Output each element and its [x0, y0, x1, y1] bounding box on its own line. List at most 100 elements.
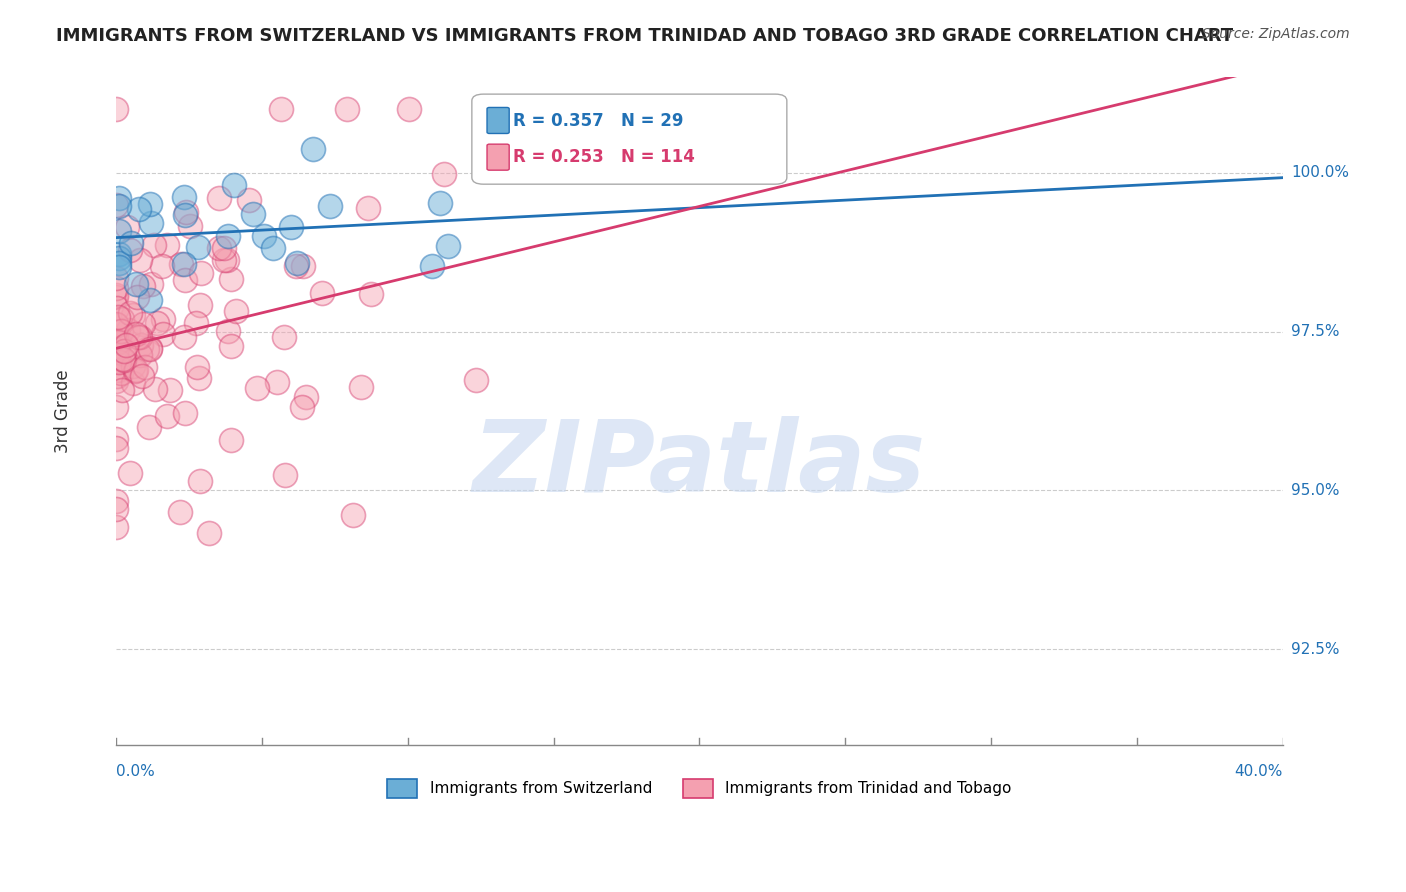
Point [301, 142, 323, 156]
Point [139, 342, 162, 356]
Point [128, 202, 150, 217]
Point [105, 288, 128, 302]
Point [132, 279, 155, 293]
Point [217, 229, 239, 244]
Point [225, 303, 247, 318]
Point [128, 347, 150, 361]
Point [105, 433, 128, 447]
Point [242, 207, 264, 221]
Point [112, 347, 135, 361]
Point [111, 384, 134, 398]
FancyBboxPatch shape [486, 145, 509, 170]
Point [342, 508, 364, 522]
Point [398, 102, 420, 116]
FancyBboxPatch shape [486, 107, 509, 134]
Point [105, 198, 128, 212]
Point [270, 102, 292, 116]
Point [105, 270, 128, 285]
Point [212, 241, 235, 255]
Point [280, 220, 302, 235]
Point [174, 406, 197, 420]
Point [219, 339, 242, 353]
Text: 97.5%: 97.5% [1291, 324, 1340, 339]
Point [128, 252, 150, 267]
Point [132, 318, 155, 332]
Point [120, 244, 142, 258]
Point [357, 201, 380, 215]
Point [187, 240, 209, 254]
Point [107, 334, 129, 349]
Point [117, 322, 139, 336]
Point [129, 337, 152, 351]
Point [266, 375, 288, 389]
Point [143, 382, 166, 396]
Point [219, 271, 242, 285]
Point [138, 293, 160, 307]
Point [121, 376, 143, 390]
Point [219, 433, 242, 447]
Point [273, 330, 295, 344]
Point [150, 260, 173, 274]
Point [173, 273, 195, 287]
Point [120, 466, 142, 480]
Point [122, 359, 145, 373]
Point [107, 363, 129, 377]
Point [131, 369, 153, 384]
Point [152, 311, 174, 326]
Point [105, 494, 128, 508]
Point [433, 167, 456, 181]
Point [437, 238, 460, 252]
Point [108, 223, 131, 237]
Point [105, 281, 128, 295]
Point [179, 219, 201, 233]
Point [429, 196, 451, 211]
Point [284, 259, 307, 273]
Point [134, 360, 156, 375]
Point [173, 190, 195, 204]
Point [198, 526, 221, 541]
Point [336, 102, 359, 116]
Point [188, 474, 211, 488]
Point [186, 359, 208, 374]
Point [138, 420, 160, 434]
Point [159, 383, 181, 397]
Point [111, 353, 134, 368]
Point [105, 102, 128, 116]
Point [169, 257, 191, 271]
Point [420, 260, 443, 274]
Text: 40.0%: 40.0% [1234, 764, 1282, 779]
Point [139, 343, 162, 357]
Point [105, 401, 128, 415]
Legend: Immigrants from Switzerland, Immigrants from Trinidad and Tobago: Immigrants from Switzerland, Immigrants … [381, 772, 1018, 804]
Point [311, 286, 333, 301]
Point [111, 352, 134, 367]
Text: 3rd Grade: 3rd Grade [55, 369, 72, 453]
Point [120, 235, 142, 250]
Point [105, 342, 128, 356]
Point [262, 241, 284, 255]
Point [217, 324, 239, 338]
Point [143, 238, 166, 252]
Point [360, 287, 382, 301]
Point [173, 329, 195, 343]
Point [105, 301, 128, 315]
Point [139, 196, 162, 211]
Text: ZIPatlas: ZIPatlas [472, 416, 927, 513]
Point [105, 318, 128, 332]
Point [212, 252, 235, 267]
Point [108, 334, 131, 349]
Point [107, 310, 129, 324]
Point [156, 238, 179, 252]
Point [291, 259, 314, 273]
Point [246, 381, 269, 395]
Point [139, 277, 162, 292]
Point [285, 256, 308, 270]
Point [146, 316, 169, 330]
Point [105, 355, 128, 369]
Point [105, 318, 128, 333]
Point [105, 334, 128, 349]
Point [173, 257, 195, 271]
Point [105, 520, 128, 534]
Point [188, 371, 211, 385]
Point [108, 199, 131, 213]
